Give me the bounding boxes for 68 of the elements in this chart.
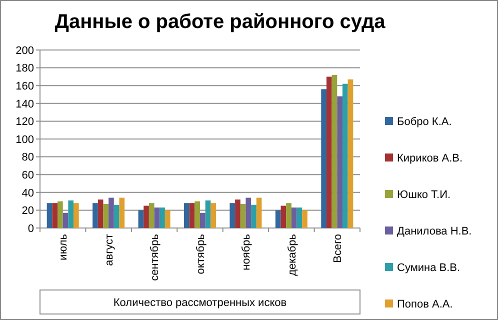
bar — [251, 204, 256, 228]
bar — [337, 96, 342, 228]
bar — [275, 210, 281, 228]
x-tick-label: июль — [58, 234, 70, 260]
bar — [58, 201, 63, 228]
bar — [62, 212, 68, 228]
bar — [144, 206, 149, 228]
y-tick-label: 0 — [28, 222, 34, 235]
bar — [160, 208, 165, 228]
y-tick-label: 80 — [22, 152, 34, 164]
y-tick-label: 40 — [22, 187, 34, 200]
y-tick-label: 140 — [16, 98, 34, 110]
bar — [103, 204, 109, 228]
y-tick-label: 120 — [16, 116, 34, 128]
bar — [154, 208, 160, 228]
y-tick-label: 200 — [16, 44, 34, 57]
bar — [296, 208, 302, 228]
bar — [46, 203, 52, 228]
bar — [342, 84, 348, 228]
bar — [194, 201, 200, 228]
bar — [114, 204, 120, 228]
bar — [348, 79, 354, 228]
bar — [119, 198, 125, 228]
bar — [148, 203, 154, 228]
x-tick-label: август — [103, 234, 116, 266]
bar — [205, 200, 211, 228]
bar — [230, 203, 236, 228]
bar — [189, 203, 195, 228]
legend-label: Попов А.А. — [397, 298, 453, 310]
y-tick-label: 20 — [22, 205, 34, 218]
legend-label: Данилова Н.В. — [397, 225, 472, 238]
bar — [332, 74, 338, 228]
bar — [184, 203, 190, 228]
bar — [164, 210, 170, 228]
legend-label: Кириков А.В. — [397, 152, 463, 164]
y-tick-label: 180 — [16, 62, 34, 75]
bar — [302, 210, 308, 228]
bar — [326, 76, 332, 228]
bar — [280, 206, 286, 228]
x-tick-label: Всего — [332, 234, 344, 263]
x-axis-title: Количество рассмотренных исков — [113, 296, 287, 309]
bar — [138, 210, 144, 228]
bar — [246, 198, 252, 228]
y-tick-label: 60 — [22, 169, 34, 182]
bar — [286, 203, 292, 228]
y-tick-label: 160 — [16, 80, 34, 92]
x-tick-label: сентябрь — [149, 234, 162, 281]
x-tick-label: декабрь — [286, 234, 298, 276]
bar — [235, 200, 240, 228]
x-tick-label: ноябрь — [240, 234, 253, 270]
bar — [98, 200, 104, 228]
bar — [92, 203, 98, 228]
legend-label: Сумина В.В. — [397, 262, 460, 274]
bar — [210, 203, 216, 228]
x-tick-label: октябрь — [194, 234, 207, 274]
bar — [321, 89, 326, 228]
bar — [256, 198, 262, 228]
bar — [74, 203, 79, 228]
y-tick-label: 100 — [16, 134, 34, 146]
bar — [108, 198, 114, 228]
bar — [68, 200, 74, 228]
legend-label: Юшко Т.И. — [397, 188, 451, 201]
bar — [52, 203, 58, 228]
bar — [200, 212, 206, 228]
bar — [291, 208, 297, 228]
legend-label: Бобро К.А. — [397, 116, 452, 128]
bar — [240, 204, 246, 228]
chart-title: Данные о работе районного суда — [54, 11, 386, 33]
